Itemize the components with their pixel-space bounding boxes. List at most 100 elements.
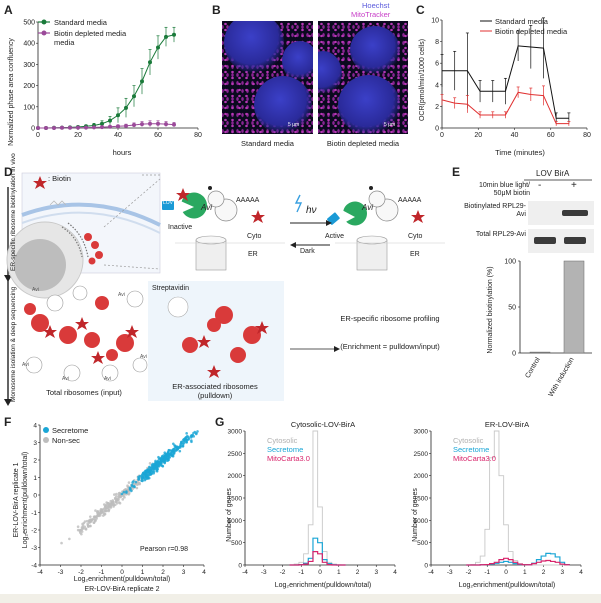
f-point-secretome [128,486,132,490]
e-condition: 10min blue light/ 50μM biotin [479,182,530,198]
a-xtick-label: 0 [36,132,40,139]
f-point-secretome [175,448,178,452]
panel-d: : Biotin ER-specific ribosome biotinylat… [0,153,448,410]
f-point-non-sec [115,492,118,496]
a-biotin-point [140,122,144,127]
g-left-ytick-label: 1000 [228,518,243,525]
g-left-xtick-label: 0 [318,569,322,576]
c-ytick-label: 0 [435,126,439,133]
f-point-secretome [163,457,167,461]
b-scale-right: 5 μm [384,122,396,128]
f-ylabel-2: Log₂enrichment(pulldown/total) [22,452,29,549]
d-er-ribosomes [167,296,269,378]
e-xtick-label: Control [524,356,542,379]
g-right-ytick-label: 1500 [414,496,429,503]
e-blot-2 [528,229,594,253]
f-point-secretome [141,479,144,483]
f-point-non-sec [103,510,106,513]
f-ytick-label: 2 [33,458,37,465]
a-biotin-point [172,122,176,127]
f-point-secretome [148,465,151,469]
d-avi-left: Avi [201,203,212,212]
g-right-xtick-label: -1 [484,569,490,576]
a-standard-point [148,60,152,65]
e-minus: - [538,180,542,191]
f-point-non-sec [109,499,113,503]
g-right-title: ER-LOV-BirA [485,420,529,429]
g-left-legend-sec: Secretome [267,445,303,454]
d-cyto-left: Cyto [247,233,262,240]
g-right-xtick-label: 2 [542,569,546,576]
d-inactive: Inactive [168,224,193,231]
e-bar-0 [529,351,551,354]
a-biotin-point [156,121,160,126]
f-point-secretome [170,449,173,453]
f-ytick-label: 4 [33,423,37,430]
f-point-non-sec [105,509,108,513]
b-label-standard: Standard media [241,139,294,148]
g-right-ytick-label: 500 [417,540,428,547]
g-right-ytick-label: 0 [424,563,428,570]
panel-label-e: E [452,165,461,179]
d-er-right: ER [410,251,420,258]
f-point-non-sec [117,493,121,497]
f-point-secretome [166,452,170,456]
f-point-secretome [172,442,175,446]
f-ytick-label: -1 [31,510,37,517]
f-point-non-sec [96,510,100,514]
f-point-secretome [137,478,141,481]
f-point-non-sec [138,481,141,485]
e-bar-1 [563,260,585,354]
f-ytick-label: 0 [33,493,37,500]
d-hv: hν [306,205,317,216]
f-point-non-sec [96,513,100,517]
a-ytick-label: 0 [31,126,35,133]
g-left-ytick-label: 2000 [228,473,243,480]
f-point-non-sec [85,519,89,523]
a-standard-line [38,34,175,129]
f-xtick-label: 4 [202,569,206,576]
d-er-left: ER [248,251,258,258]
g-left-legend-cyto: Cytosolic [267,436,298,445]
e-row1: Biotinylated RPL29-Avi [464,203,526,219]
d-inactive-complex [162,186,285,271]
d-avi-tag-6: Avi [140,354,147,360]
b-label-biotin: Biotin depleted media [326,139,400,148]
panel-label-g: G [215,415,225,429]
g-right-xtick-label: 0 [504,569,508,576]
a-ytick-label: 500 [23,20,35,27]
g-left-xtick-label: -1 [298,569,304,576]
g-left-legend-mito: MitoCarta3.0 [267,454,310,463]
g-right-xtick-label: 4 [579,569,583,576]
f-point-secretome [182,441,186,445]
c-ytick-label: 2 [435,104,439,111]
f-ytick-label: -4 [31,563,37,570]
f-point-secretome [156,465,159,469]
f-xtick-label: 2 [161,569,165,576]
f-point-secretome [143,476,147,479]
d-avi-tag-3: Avi [22,362,29,368]
a-xtick-label: 20 [74,132,82,139]
a-biotin-point [76,125,80,130]
e-ytick-label: 0 [512,351,516,358]
d-aaaaa-left: AAAAA [236,197,260,204]
g-right-ylabel: Number of genes [412,488,419,542]
c-xlabel: Time (minutes) [495,148,545,157]
f-point-non-sec [78,531,82,534]
f-point-secretome [153,467,156,471]
a-biotin-point [124,123,128,128]
c-xtick-label: 20 [474,132,482,139]
d-side-label-top: ER-specific ribosome biotinylation in vi… [10,153,17,271]
a-biotin-point [52,126,56,130]
a-xtick-label: 60 [154,132,162,139]
d-enrichment: (Enrichment = pulldown/input) [340,342,440,351]
c-xtick-label: 0 [440,132,444,139]
a-biotin-point [60,125,64,130]
f-point-secretome [152,465,156,469]
f-point-secretome [154,459,157,463]
g-right-legend-sec: Secretome [453,445,489,454]
a-legend-biotin-cont: media [54,38,75,47]
f-point-secretome [173,444,177,448]
a-ytick-label: 200 [23,83,35,90]
a-ytick-label: 400 [23,41,35,48]
